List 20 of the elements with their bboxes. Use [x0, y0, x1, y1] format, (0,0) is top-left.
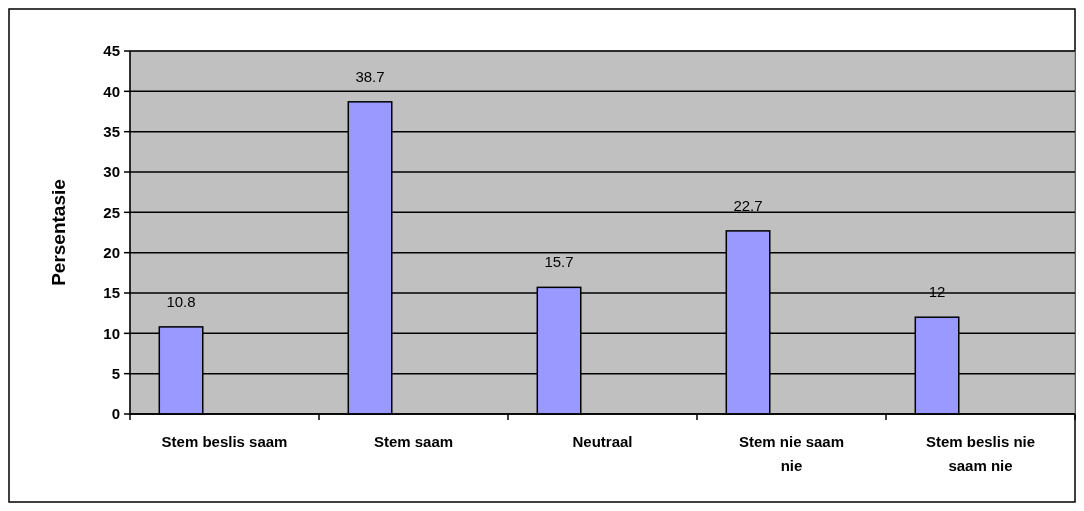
- x-tick-label: Stem nie saam nie: [738, 433, 845, 474]
- y-tick-label: 40: [103, 82, 120, 100]
- y-tick-label: 30: [103, 163, 120, 181]
- y-tick-label: 25: [103, 203, 120, 221]
- x-tick-label: Stem beslis nie saam nie: [925, 433, 1036, 474]
- y-tick-label: 0: [111, 405, 120, 423]
- y-axis-title: Persentasie: [48, 179, 69, 286]
- x-tick-label: Stem beslis saam: [161, 433, 288, 450]
- y-tick-label: 45: [103, 42, 120, 60]
- data-label: 10.8: [166, 292, 196, 310]
- data-label: 22.7: [733, 196, 763, 214]
- data-label: 38.7: [355, 67, 385, 85]
- y-tick-label: 35: [103, 122, 120, 140]
- y-tick-label: 20: [103, 243, 120, 261]
- x-tick-label: Stem saam: [373, 433, 454, 450]
- data-label: 15.7: [544, 253, 574, 271]
- y-tick-label: 15: [103, 284, 120, 302]
- x-tick-label: Neutraal: [572, 433, 633, 450]
- y-tick-label: 10: [103, 324, 120, 342]
- y-tick-label: 5: [111, 364, 120, 382]
